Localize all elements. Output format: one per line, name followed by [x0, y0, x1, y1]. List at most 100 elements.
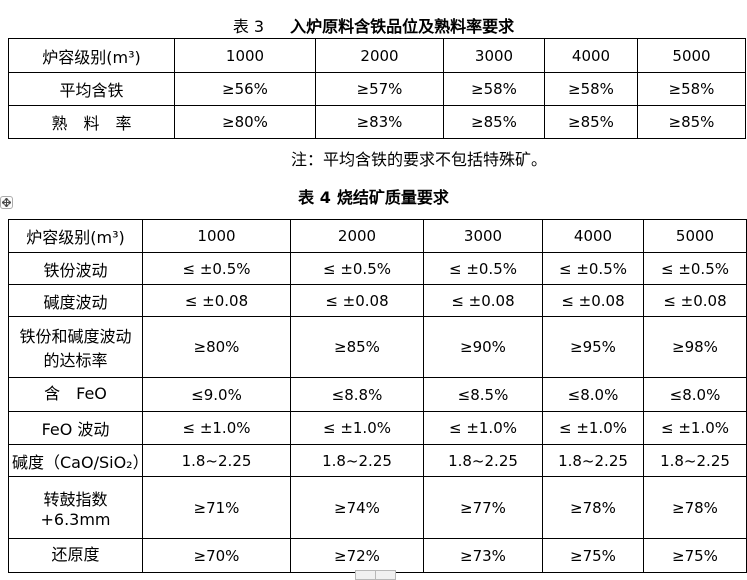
column-header: 3000 — [423, 219, 543, 253]
table-cell: ≤ ±1.0% — [290, 411, 424, 445]
table-cell-value: ≤9.0% — [191, 386, 242, 404]
table-cell: ≤ ±1.0% — [542, 411, 644, 445]
table-row: 熟 料 率 ≥80% ≥83% ≥85% ≥85% ≥85% — [8, 105, 746, 139]
table-cell: ≥80% — [142, 316, 291, 378]
table-row: 含 FeO ≤9.0% ≤8.8% ≤8.5% ≤8.0% ≤8.0% — [8, 377, 747, 412]
table-cell: ≥73% — [423, 538, 543, 573]
table-cell-value: ≥75% — [672, 547, 718, 565]
column-header: 4000 — [542, 219, 644, 253]
table-cell: ≤ ±1.0% — [643, 411, 747, 445]
table-cell: ≥56% — [174, 72, 316, 106]
table-cell: ≥80% — [174, 105, 316, 139]
table-cell: ≥58% — [443, 72, 545, 106]
four-way-arrow-icon — [2, 198, 11, 207]
table-cell-value: ≥72% — [334, 547, 380, 565]
row-header-column-title: 炉容级别(m³) — [8, 38, 175, 73]
table-cell: ≤ ±0.5% — [643, 252, 747, 285]
table-cell: 1.8~2.25 — [142, 444, 291, 477]
table-cell: ≤8.0% — [643, 377, 747, 412]
table-move-handle-icon[interactable] — [0, 196, 13, 209]
row-label: 还原度 — [8, 538, 143, 573]
table-cell: ≤ ±0.08 — [643, 284, 747, 317]
table-cell-value: ≥73% — [460, 547, 506, 565]
table-cell: ≥78% — [643, 476, 747, 539]
table4-sinter-quality: 炉容级别(m³) 1000 2000 3000 4000 5000 铁份波动 ≤ ±0.5% ≤… — [8, 219, 747, 573]
table3-note: 注：平均含铁的要求不包括特殊矿。 — [291, 150, 548, 169]
table-cell: ≤ ±0.08 — [142, 284, 291, 317]
table3-caption-number: 表 3 — [232, 17, 265, 36]
table-cell: ≥75% — [643, 538, 747, 573]
table-cell: ≥85% — [290, 316, 424, 378]
table-cell: ≥58% — [637, 72, 746, 106]
column-header: 5000 — [637, 38, 746, 73]
table-cell: ≥95% — [542, 316, 644, 378]
table-cell: ≤ ±0.08 — [423, 284, 543, 317]
column-header: 2000 — [315, 38, 444, 73]
column-header: 1000 — [142, 219, 291, 253]
table3-caption-title: 入炉原料含铁品位及熟料率要求 — [290, 17, 515, 36]
table-cell: ≥98% — [643, 316, 747, 378]
table-cell: ≤ ±1.0% — [142, 411, 291, 445]
table-cell: ≤ ±0.5% — [142, 252, 291, 285]
table-cell: ≥75% — [542, 538, 644, 573]
table-cell: ≤ ±0.08 — [542, 284, 644, 317]
table-cell: ≤8.5% — [423, 377, 543, 412]
table-row: 铁份波动 ≤ ±0.5% ≤ ±0.5% ≤ ±0.5% ≤ ±0.5% ≤ ±0.5% — [8, 252, 747, 285]
table-cell: ≥72% — [290, 538, 424, 573]
row-label: FeO 波动 — [8, 411, 143, 445]
table-cell-value: ≤8.5% — [457, 386, 509, 404]
row-label-line: 铁份和碱度波动 — [19, 327, 132, 346]
row-label: 碱度（CaO/SiO₂） — [8, 444, 143, 477]
table3-iron-grade-clinker: 炉容级别(m³) 1000 2000 3000 4000 5000 平均含铁 ≥56% ≥57%… — [8, 38, 746, 139]
table-cell: ≥70% — [142, 538, 291, 573]
table4-caption-title: 烧结矿质量要求 — [336, 188, 449, 207]
table-cell: ≥71% — [142, 476, 291, 539]
table-cell-value: ≤8.0% — [567, 386, 619, 404]
table-cell: ≥83% — [315, 105, 444, 139]
row-label-line: 的达标率 — [43, 351, 108, 370]
table4-caption-number: 表 4 — [298, 188, 331, 207]
table-cell-value: ≥70% — [193, 547, 240, 565]
table-cell-value: ≥75% — [570, 547, 616, 565]
table-cell: ≤ ±0.5% — [542, 252, 644, 285]
row-label: 平均含铁 — [8, 72, 175, 106]
row-label: 转鼓指数 +6.3mm — [8, 476, 143, 539]
table-cell: ≤9.0% — [142, 377, 291, 412]
table-cell: 1.8~2.25 — [290, 444, 424, 477]
row-label: 碱度波动 — [8, 284, 143, 317]
table-row: 还原度 ≥70% ≥72% ≥73% ≥75% ≥75% — [8, 538, 747, 573]
table-cell: ≤ ±0.08 — [290, 284, 424, 317]
table-row: 转鼓指数 +6.3mm ≥71% ≥74% ≥77% ≥78% ≥78% — [8, 476, 747, 539]
table-row: 铁份和碱度波动 的达标率 ≥80% ≥85% ≥90% ≥95% ≥98% — [8, 316, 747, 378]
table-cell-value: ≤8.0% — [669, 386, 721, 404]
table-cell: ≤ ±0.5% — [290, 252, 424, 285]
row-label: 铁份波动 — [8, 252, 143, 285]
table-row: FeO 波动 ≤ ±1.0% ≤ ±1.0% ≤ ±1.0% ≤ ±1.0% ≤ ±1.0… — [8, 411, 747, 445]
column-header: 3000 — [443, 38, 545, 73]
table-row: 碱度（CaO/SiO₂） 1.8~2.25 1.8~2.25 1.8~2.25 1.8~… — [8, 444, 747, 477]
column-header: 4000 — [544, 38, 638, 73]
table-cell: ≤ ±1.0% — [423, 411, 543, 445]
bottom-partial-handle — [355, 570, 396, 580]
table-cell: 1.8~2.25 — [423, 444, 543, 477]
table-cell: ≤ ±0.5% — [423, 252, 543, 285]
table3-caption: 表 3 入炉原料含铁品位及熟料率要求 — [0, 13, 747, 37]
row-header-column-title: 炉容级别(m³) — [8, 219, 143, 253]
table4-caption: 表 4 烧结矿质量要求 — [0, 184, 747, 208]
table-row: 平均含铁 ≥56% ≥57% ≥58% ≥58% ≥58% — [8, 72, 746, 106]
row-label: 熟 料 率 — [8, 105, 175, 139]
table-cell: ≥58% — [544, 72, 638, 106]
table-cell: ≤8.8% — [290, 377, 424, 412]
table-cell: ≥90% — [423, 316, 543, 378]
bottom-partial-handle-divider — [375, 571, 376, 579]
column-header: 1000 — [174, 38, 316, 73]
table-header-row: 炉容级别(m³) 1000 2000 3000 4000 5000 — [8, 38, 746, 73]
table-cell: ≥85% — [443, 105, 545, 139]
table-header-row: 炉容级别(m³) 1000 2000 3000 4000 5000 — [8, 219, 747, 253]
table-cell: ≥85% — [637, 105, 746, 139]
table-cell: ≥85% — [544, 105, 638, 139]
table-cell: ≥57% — [315, 72, 444, 106]
row-label: 含 FeO — [8, 377, 143, 412]
column-header: 5000 — [643, 219, 747, 253]
row-label-line: 转鼓指数 — [43, 490, 108, 509]
